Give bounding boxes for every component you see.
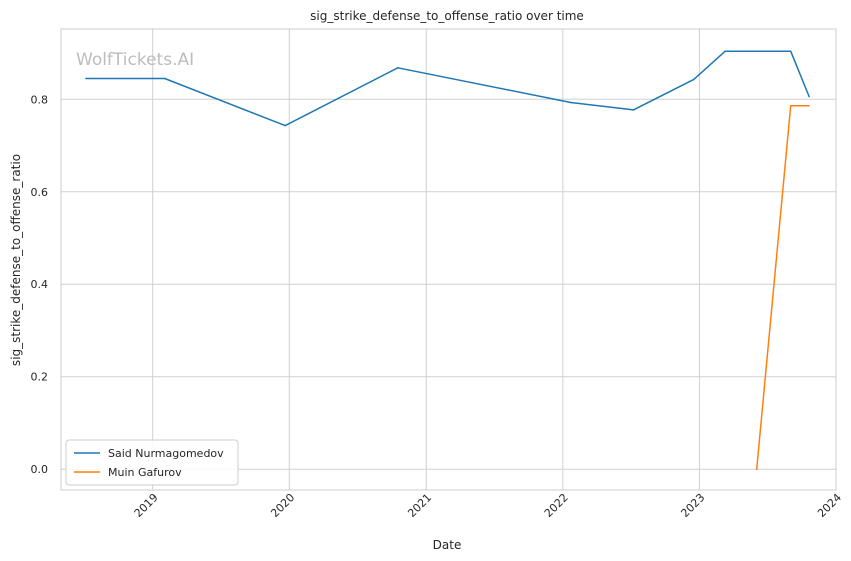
series-lines (85, 50, 810, 470)
data-point-muin-gafurov (755, 468, 758, 470)
grid-lines (61, 29, 837, 490)
data-point-said-nurmagomedov (163, 77, 166, 80)
data-point-said-nurmagomedov (724, 50, 727, 52)
watermark-text: WolfTickets.AI (76, 50, 194, 70)
legend-label-muin-gafurov: Muin Gafurov (108, 466, 182, 479)
legend-box (65, 439, 239, 486)
y-tick-label: 0.4 (31, 278, 49, 291)
y-tick-label: 0.8 (31, 93, 49, 106)
y-tick-label: 0.6 (31, 186, 49, 199)
y-tick-labels: 0.0 0.2 0.4 0.6 0.8 (31, 93, 49, 476)
legend: Said Nurmagomedov Muin Gafurov (65, 439, 239, 486)
y-tick-label: 0.2 (31, 371, 49, 384)
series-line-said-nurmagomedov (86, 50, 810, 127)
data-point-said-nurmagomedov (284, 124, 286, 127)
data-point-muin-gafurov (808, 104, 810, 107)
data-point-said-nurmagomedov (632, 109, 635, 111)
data-point-said-nurmagomedov (85, 77, 87, 80)
data-point-said-nurmagomedov (569, 101, 572, 104)
plot-area-frame (60, 28, 837, 491)
data-point-said-nurmagomedov (789, 50, 792, 52)
legend-label-said-nurmagomedov: Said Nurmagomedov (108, 447, 224, 460)
data-point-said-nurmagomedov (808, 95, 810, 98)
data-point-muin-gafurov (789, 104, 792, 107)
y-tick-label: 0.0 (31, 463, 49, 476)
x-axis-title: Date (433, 538, 462, 552)
y-axis-title: sig_strike_defense_to_offense_ratio (9, 154, 23, 366)
chart-title: sig_strike_defense_to_offense_ratio over… (310, 9, 584, 23)
data-point-said-nurmagomedov (692, 78, 695, 81)
data-point-said-nurmagomedov (396, 67, 399, 69)
